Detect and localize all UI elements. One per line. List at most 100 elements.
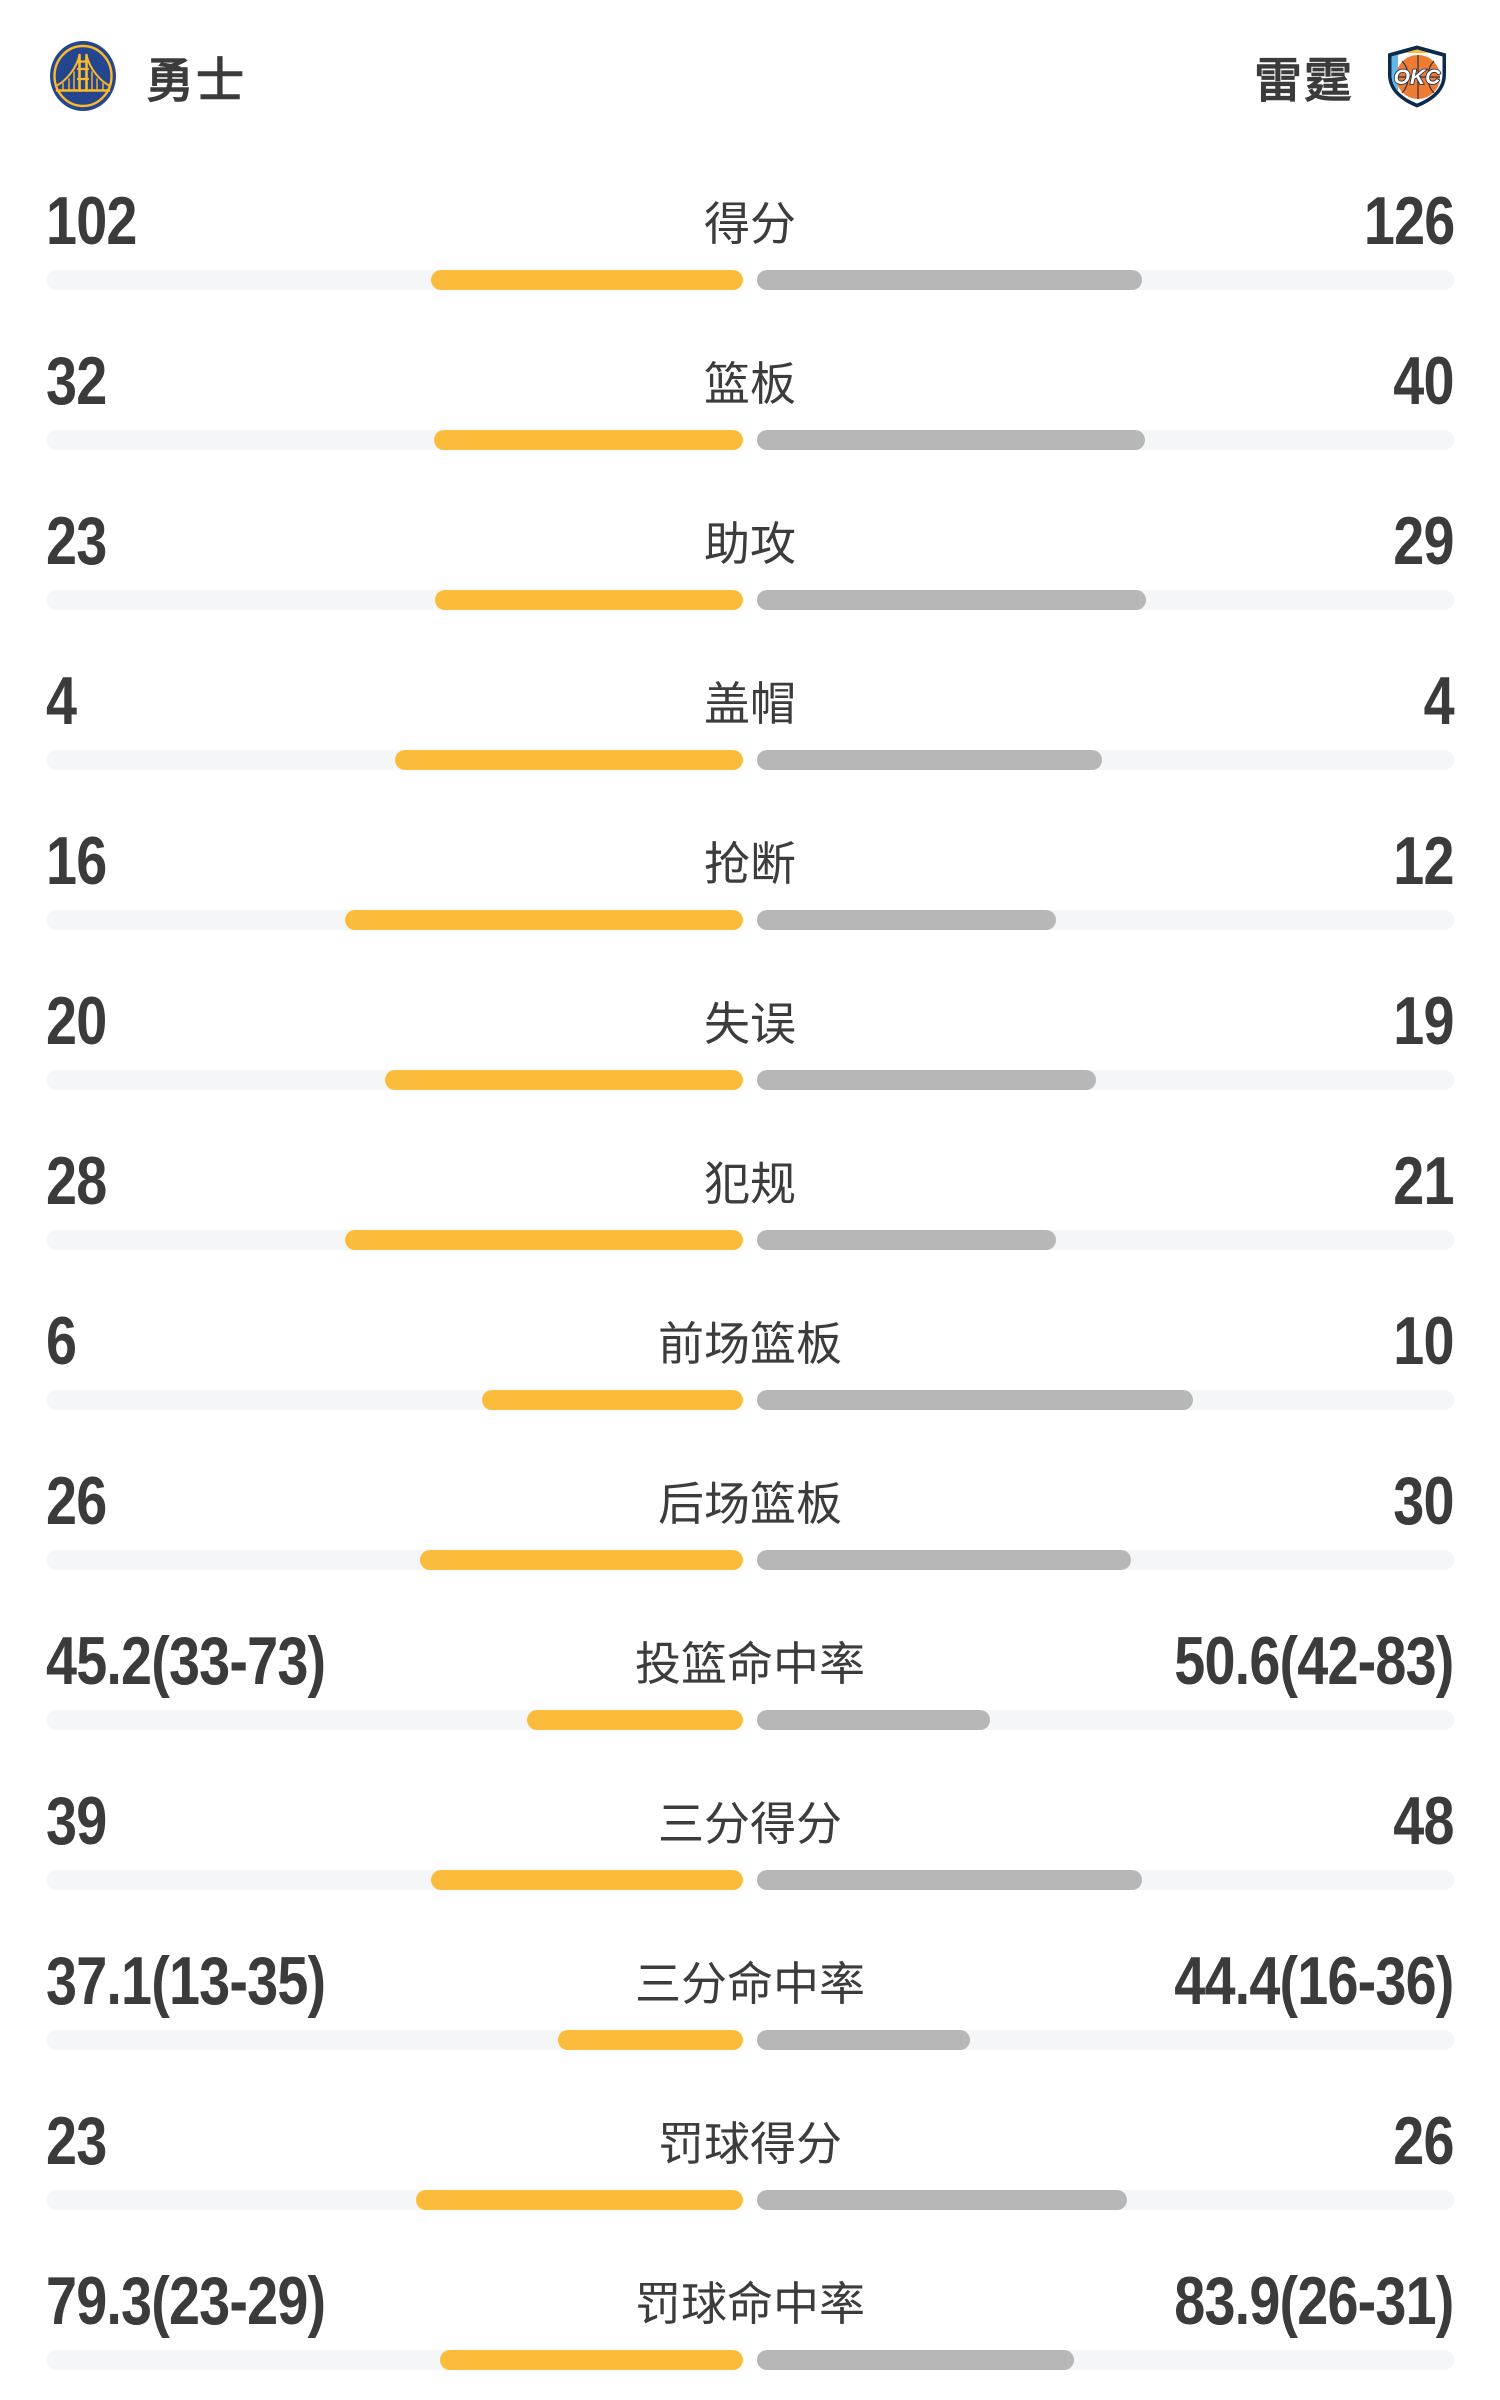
stat-bars	[46, 590, 1454, 610]
stat-line: 23 罚球得分 26	[46, 2103, 1455, 2179]
home-bar-track	[46, 270, 743, 290]
away-bar-track	[757, 430, 1454, 450]
away-team-name: 雷霆	[1253, 55, 1354, 108]
stat-bars	[46, 270, 1454, 290]
home-value: 16	[46, 823, 107, 899]
home-value: 23	[46, 503, 107, 579]
stat-row: 39 三分得分 48	[46, 1783, 1455, 1890]
stat-bars	[46, 750, 1454, 770]
home-bar-track	[46, 2030, 743, 2050]
away-bar-track	[757, 750, 1454, 770]
stat-row: 102 得分 126	[46, 183, 1455, 290]
warriors-logo-icon	[46, 39, 120, 113]
stat-line: 6 前场篮板 10	[46, 1303, 1455, 1379]
away-bar-fill	[757, 1870, 1142, 1890]
home-bar-fill	[433, 430, 743, 450]
away-value: 26	[1393, 2103, 1455, 2179]
stat-row: 4 盖帽 4	[46, 663, 1455, 770]
away-bar-track	[757, 2030, 1454, 2050]
away-bar-fill	[757, 1230, 1056, 1250]
home-value: 28	[46, 1143, 107, 1219]
home-bar-track	[46, 1550, 743, 1570]
stat-label: 失误	[704, 998, 796, 1050]
home-bar-track	[46, 910, 743, 930]
stat-row: 26 后场篮板 30	[46, 1463, 1455, 1570]
svg-text:OKC: OKC	[1394, 66, 1442, 89]
home-bar-fill	[430, 1870, 743, 1890]
home-bar-track	[46, 750, 743, 770]
away-value: 50.6(42-83)	[1174, 1623, 1455, 1699]
home-bar-fill	[481, 1390, 743, 1410]
stat-line: 16 抢断 12	[46, 823, 1455, 899]
home-value: 23	[46, 2103, 107, 2179]
away-value: 10	[1393, 1303, 1455, 1379]
stat-bars	[46, 1710, 1454, 1730]
home-value: 45.2(33-73)	[46, 1623, 326, 1699]
away-bar-fill	[757, 430, 1145, 450]
home-value: 102	[46, 183, 137, 259]
stat-label: 盖帽	[704, 678, 796, 730]
stat-line: 23 助攻 29	[46, 503, 1455, 579]
home-value: 26	[46, 1463, 107, 1539]
home-bar-fill	[434, 590, 743, 610]
home-bar-fill	[416, 2190, 743, 2210]
stat-line: 45.2(33-73) 投篮命中率 50.6(42-83)	[46, 1623, 1455, 1699]
away-bar-fill	[757, 1070, 1097, 1090]
home-bar-track	[46, 1390, 743, 1410]
stat-row: 79.3(23-29) 罚球命中率 83.9(26-31)	[46, 2263, 1455, 2370]
away-bar-fill	[757, 2190, 1128, 2210]
away-bar-track	[757, 2190, 1454, 2210]
away-bar-track	[757, 910, 1454, 930]
away-value: 30	[1393, 1463, 1455, 1539]
stat-line: 4 盖帽 4	[46, 663, 1455, 739]
stat-bars	[46, 1070, 1454, 1090]
away-bar-fill	[757, 1550, 1131, 1570]
stat-row: 20 失误 19	[46, 983, 1455, 1090]
home-value: 6	[46, 1303, 77, 1379]
stats-list: 102 得分 126 32 篮板 40	[46, 183, 1455, 2370]
away-bar-track	[757, 1070, 1454, 1090]
home-bar-fill	[345, 910, 743, 930]
away-bar-fill	[757, 2350, 1075, 2370]
away-value: 21	[1393, 1143, 1455, 1219]
stat-label: 篮板	[704, 358, 796, 410]
home-bar-fill	[419, 1550, 743, 1570]
stat-bars	[46, 1870, 1454, 1890]
stat-bars	[46, 2350, 1454, 2370]
stat-line: 28 犯规 21	[46, 1143, 1455, 1219]
away-bar-track	[757, 1550, 1454, 1570]
home-value: 20	[46, 983, 107, 1059]
away-value: 126	[1363, 183, 1454, 259]
home-team-name: 勇士	[146, 55, 247, 108]
home-value: 79.3(23-29)	[46, 2263, 326, 2339]
away-bar-track	[757, 1710, 1454, 1730]
home-value: 39	[46, 1783, 107, 1859]
away-bar-fill	[757, 750, 1102, 770]
home-value: 32	[46, 343, 107, 419]
away-bar-fill	[757, 910, 1056, 930]
stat-row: 32 篮板 40	[46, 343, 1455, 450]
away-bar-fill	[757, 590, 1146, 610]
stat-line: 79.3(23-29) 罚球命中率 83.9(26-31)	[46, 2263, 1455, 2339]
home-bar-track	[46, 1870, 743, 1890]
home-bar-fill	[394, 750, 743, 770]
stat-bars	[46, 910, 1454, 930]
stat-row: 16 抢断 12	[46, 823, 1455, 930]
home-bar-track	[46, 2190, 743, 2210]
stat-row: 45.2(33-73) 投篮命中率 50.6(42-83)	[46, 1623, 1455, 1730]
away-bar-fill	[757, 1710, 991, 1730]
away-value: 44.4(16-36)	[1174, 1943, 1455, 2019]
away-value: 19	[1393, 983, 1455, 1059]
stat-label: 抢断	[704, 838, 796, 890]
stat-line: 39 三分得分 48	[46, 1783, 1455, 1859]
stat-row: 23 罚球得分 26	[46, 2103, 1455, 2210]
stat-label: 三分命中率	[635, 1958, 865, 2010]
home-bar-track	[46, 1710, 743, 1730]
stat-row: 6 前场篮板 10	[46, 1303, 1455, 1410]
away-bar-track	[757, 590, 1454, 610]
stat-bars	[46, 2030, 1454, 2050]
away-bar-track	[757, 1390, 1454, 1410]
away-bar-fill	[757, 270, 1143, 290]
away-bar-track	[757, 2350, 1454, 2370]
stat-row: 37.1(13-35) 三分命中率 44.4(16-36)	[46, 1943, 1455, 2050]
